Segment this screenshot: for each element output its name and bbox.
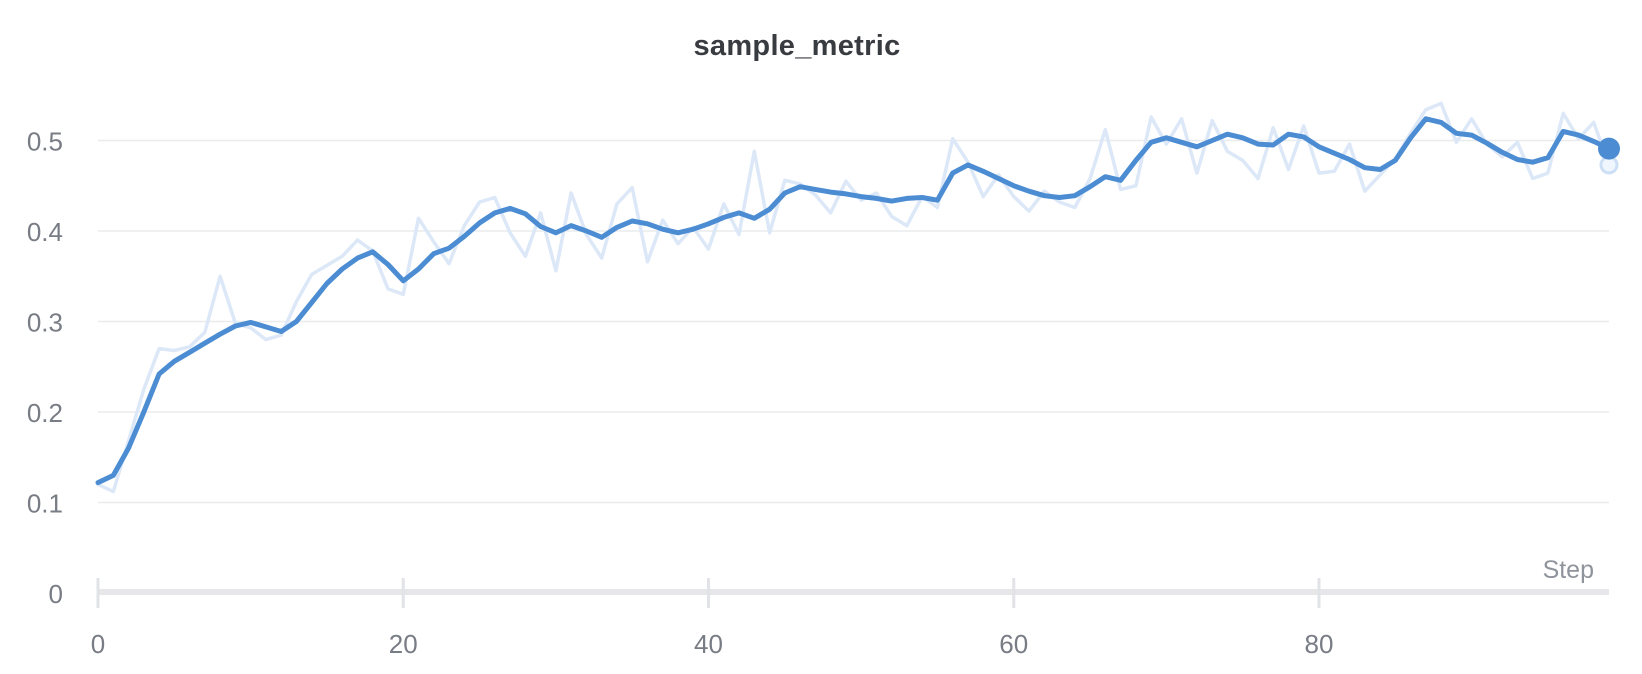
x-tick-mark-60: [1012, 578, 1016, 608]
x-tick-mark-20: [401, 578, 405, 608]
x-tick-label-20: 20: [389, 629, 418, 659]
y-tick-label-0: 0: [49, 579, 63, 609]
x-axis-title: Step: [1543, 556, 1594, 584]
y-tick-label-0.1: 0.1: [27, 489, 63, 519]
y-tick-label-0.2: 0.2: [27, 398, 63, 428]
x-tick-label-60: 60: [999, 629, 1028, 659]
x-tick-mark-80: [1317, 578, 1321, 608]
x-tick-label-0: 0: [91, 629, 105, 659]
chart-title: sample_metric: [693, 30, 901, 62]
y-tick-label-0.4: 0.4: [27, 217, 63, 247]
x-tick-mark-0: [96, 578, 100, 608]
y-tick-label-0.5: 0.5: [27, 127, 63, 157]
x-tick-label-40: 40: [694, 629, 723, 659]
x-tick-label-80: 80: [1305, 629, 1334, 659]
x-tick-mark-40: [707, 578, 711, 608]
y-tick-label-0.3: 0.3: [27, 308, 63, 338]
x-axis-line: [97, 589, 1609, 595]
raw-line: [96, 101, 1611, 494]
smoothed-end-dot: [1597, 137, 1620, 160]
smoothed-line: [95, 116, 1612, 486]
